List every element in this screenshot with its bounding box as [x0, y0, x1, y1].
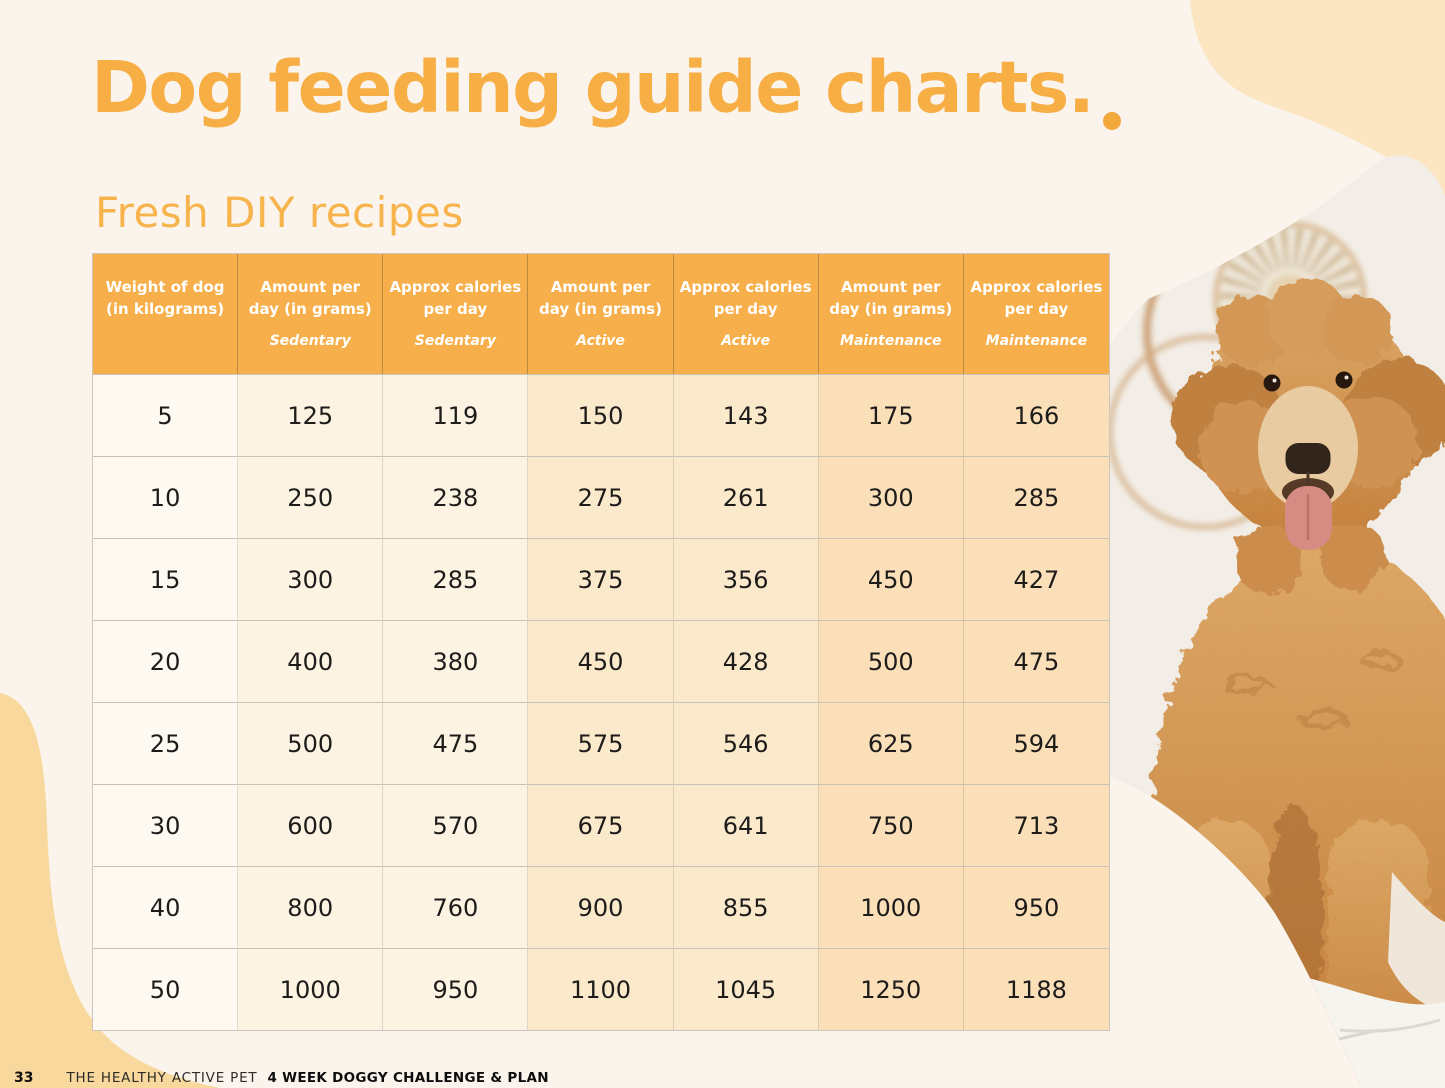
blob-top-right: [1190, 0, 1445, 202]
blob-bottom-left: [0, 693, 220, 1088]
dog-face: [1258, 371, 1358, 550]
